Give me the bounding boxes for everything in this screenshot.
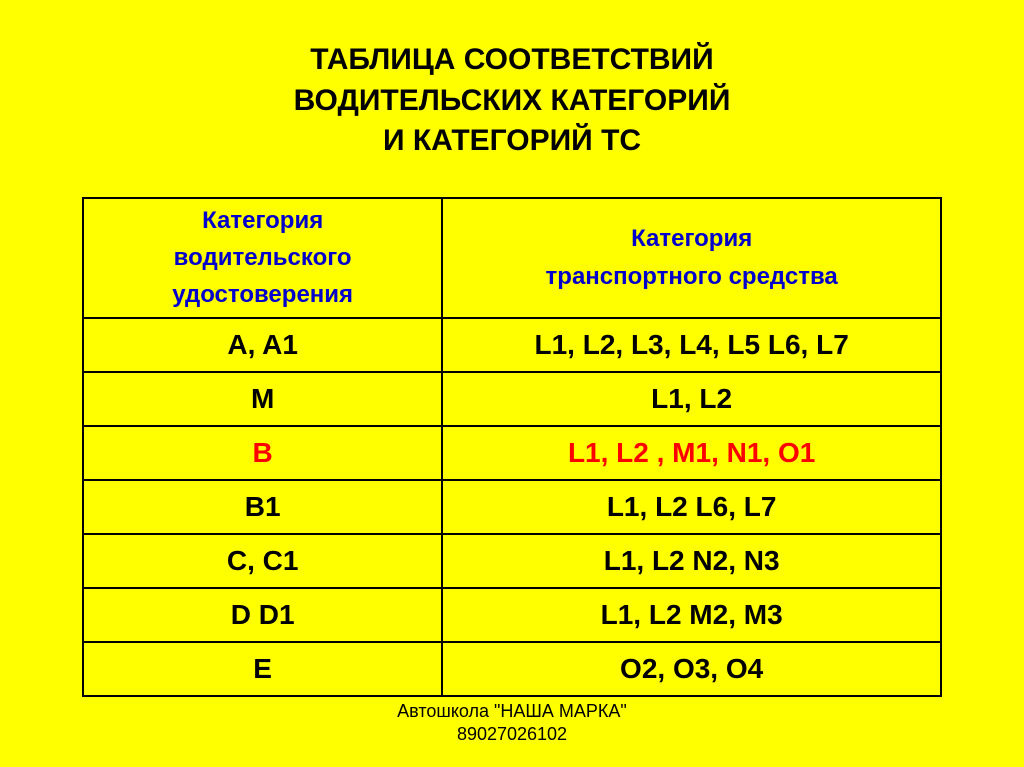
header-left-line1: Категория [84, 202, 441, 239]
header-right-line2: транспортного средства [443, 258, 940, 295]
footer-line-1: Автошкола "НАША МАРКА" [0, 700, 1024, 723]
cell-vehicle: L1, L2 M2, M3 [442, 588, 941, 642]
cell-vehicle: L1, L2 [442, 372, 941, 426]
cell-vehicle: L1, L2 L6, L7 [442, 480, 941, 534]
table-header-row: Категория водительского удостоверения Ка… [83, 198, 941, 318]
cell-vehicle: L1, L2 , M1, N1, O1 [442, 426, 941, 480]
header-left-line2: водительского [84, 239, 441, 276]
title-line-3: И КАТЕГОРИЙ ТС [294, 121, 731, 162]
table-row: A, A1L1, L2, L3, L4, L5 L6, L7 [83, 318, 941, 372]
cell-license: E [83, 642, 442, 696]
header-vehicle-category: Категория транспортного средства [442, 198, 941, 318]
cell-license: A, A1 [83, 318, 442, 372]
header-right-line1: Категория [443, 220, 940, 257]
header-license-category: Категория водительского удостоверения [83, 198, 442, 318]
title-line-1: ТАБЛИЦА СООТВЕТСТВИЙ [294, 40, 731, 81]
page-title: ТАБЛИЦА СООТВЕТСТВИЙ ВОДИТЕЛЬСКИХ КАТЕГО… [294, 40, 731, 162]
table-row: ML1, L2 [83, 372, 941, 426]
cell-vehicle: L1, L2, L3, L4, L5 L6, L7 [442, 318, 941, 372]
footer: Автошкола "НАША МАРКА" 89027026102 [0, 700, 1024, 747]
table-row: D D1L1, L2 M2, M3 [83, 588, 941, 642]
cell-license: M [83, 372, 442, 426]
cell-license: В [83, 426, 442, 480]
cell-license: C, C1 [83, 534, 442, 588]
cell-vehicle: L1, L2 N2, N3 [442, 534, 941, 588]
title-line-2: ВОДИТЕЛЬСКИХ КАТЕГОРИЙ [294, 81, 731, 122]
table-row: B1L1, L2 L6, L7 [83, 480, 941, 534]
header-left-line3: удостоверения [84, 276, 441, 313]
cell-license: D D1 [83, 588, 442, 642]
cell-license: B1 [83, 480, 442, 534]
footer-line-2: 89027026102 [0, 723, 1024, 746]
table-row: C, C1L1, L2 N2, N3 [83, 534, 941, 588]
cell-vehicle: O2, O3, O4 [442, 642, 941, 696]
table-row: EO2, O3, O4 [83, 642, 941, 696]
table-body: A, A1L1, L2, L3, L4, L5 L6, L7ML1, L2ВL1… [83, 318, 941, 696]
correspondence-table: Категория водительского удостоверения Ка… [82, 197, 942, 697]
table-row: ВL1, L2 , M1, N1, O1 [83, 426, 941, 480]
